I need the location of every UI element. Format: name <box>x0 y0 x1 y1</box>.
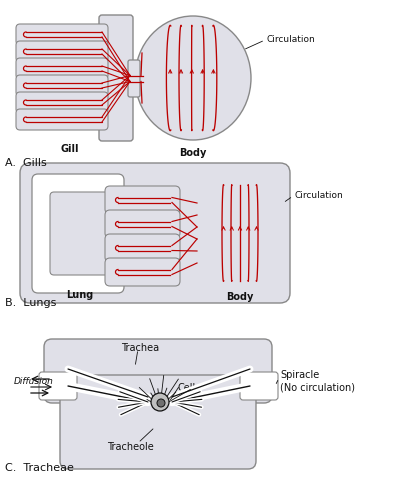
Text: Diffusion: Diffusion <box>14 378 54 386</box>
Text: Body: Body <box>226 292 254 302</box>
Text: Spiracle: Spiracle <box>280 370 319 380</box>
Text: (No circulation): (No circulation) <box>280 382 355 392</box>
FancyBboxPatch shape <box>105 210 180 238</box>
FancyBboxPatch shape <box>16 75 108 96</box>
Text: Tracheole: Tracheole <box>107 442 153 452</box>
Text: Circulation: Circulation <box>295 192 344 200</box>
FancyBboxPatch shape <box>99 15 133 141</box>
Text: C.  Tracheae: C. Tracheae <box>5 463 74 473</box>
Text: Cell: Cell <box>178 383 196 393</box>
Text: A.  Gills: A. Gills <box>5 158 47 168</box>
FancyBboxPatch shape <box>16 24 108 45</box>
FancyBboxPatch shape <box>16 109 108 130</box>
FancyBboxPatch shape <box>50 192 114 275</box>
Ellipse shape <box>135 16 251 140</box>
FancyBboxPatch shape <box>32 174 124 293</box>
FancyBboxPatch shape <box>60 375 256 469</box>
FancyBboxPatch shape <box>16 92 108 113</box>
FancyBboxPatch shape <box>44 339 272 403</box>
Text: Body: Body <box>179 148 207 158</box>
Circle shape <box>151 393 169 411</box>
FancyBboxPatch shape <box>16 41 108 62</box>
FancyBboxPatch shape <box>240 372 278 400</box>
Text: Trachea: Trachea <box>121 343 159 353</box>
Text: B.  Lungs: B. Lungs <box>5 298 56 308</box>
Circle shape <box>157 399 165 407</box>
FancyBboxPatch shape <box>39 372 77 400</box>
Text: Circulation: Circulation <box>267 36 316 44</box>
FancyBboxPatch shape <box>128 60 140 97</box>
FancyBboxPatch shape <box>105 234 180 262</box>
FancyBboxPatch shape <box>16 58 108 79</box>
FancyBboxPatch shape <box>105 258 180 286</box>
FancyBboxPatch shape <box>20 163 290 303</box>
Text: Lung: Lung <box>66 290 94 300</box>
Text: Gill: Gill <box>61 144 79 154</box>
FancyBboxPatch shape <box>105 186 180 214</box>
Bar <box>68 383 248 403</box>
